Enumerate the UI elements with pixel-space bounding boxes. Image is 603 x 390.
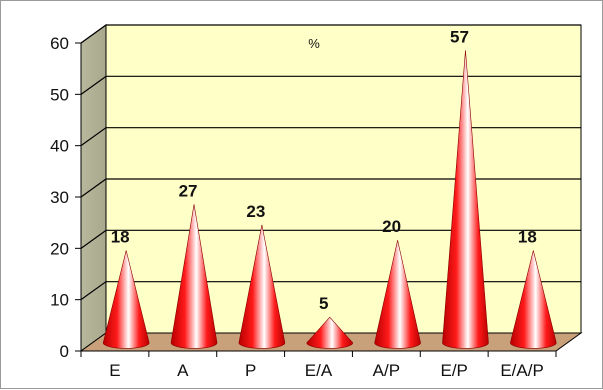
data-label: 18 <box>518 228 537 247</box>
x-tick-label: E <box>109 361 120 380</box>
cone-e-p <box>442 50 489 349</box>
gridline <box>80 229 581 249</box>
cone-body <box>238 224 286 349</box>
cone-p <box>238 224 286 349</box>
y-tick-label: 10 <box>50 291 69 310</box>
data-label: 27 <box>179 181 198 200</box>
y-tick-label: 30 <box>50 188 69 207</box>
cone-e <box>102 250 150 349</box>
cone-a <box>170 204 218 349</box>
y-tick-label: 0 <box>60 342 69 361</box>
cone-e-a <box>306 316 354 349</box>
x-tick-label: E/A/P <box>500 361 543 380</box>
x-tick-label: A/P <box>373 361 400 380</box>
data-label: 57 <box>450 27 469 46</box>
x-tick-label: A <box>177 361 189 380</box>
cone-body <box>374 240 421 349</box>
data-label: 20 <box>382 217 401 236</box>
cone-body <box>306 316 354 349</box>
x-tick-label: E/A <box>305 361 333 380</box>
chart-title: % <box>308 36 320 51</box>
y-tick-label: 50 <box>50 85 69 104</box>
cone-a-p <box>374 240 421 349</box>
y-tick-label: 40 <box>50 137 69 156</box>
cone-body <box>102 250 150 349</box>
cone-body <box>442 50 489 349</box>
cone-body <box>510 250 557 349</box>
gridline <box>80 127 581 147</box>
y-tick-label: 20 <box>50 239 69 258</box>
data-label: 18 <box>111 228 130 247</box>
gridline <box>80 75 581 95</box>
x-tick-label: E/P <box>441 361 468 380</box>
data-label: 23 <box>246 202 265 221</box>
data-label: 5 <box>319 294 328 313</box>
gridline <box>80 178 581 198</box>
x-tick-label: P <box>245 361 256 380</box>
y-tick-label: 60 <box>50 34 69 53</box>
gridline <box>80 24 581 44</box>
cone-e-a-p <box>510 250 557 349</box>
cone-body <box>170 204 218 349</box>
gridline <box>80 281 581 301</box>
